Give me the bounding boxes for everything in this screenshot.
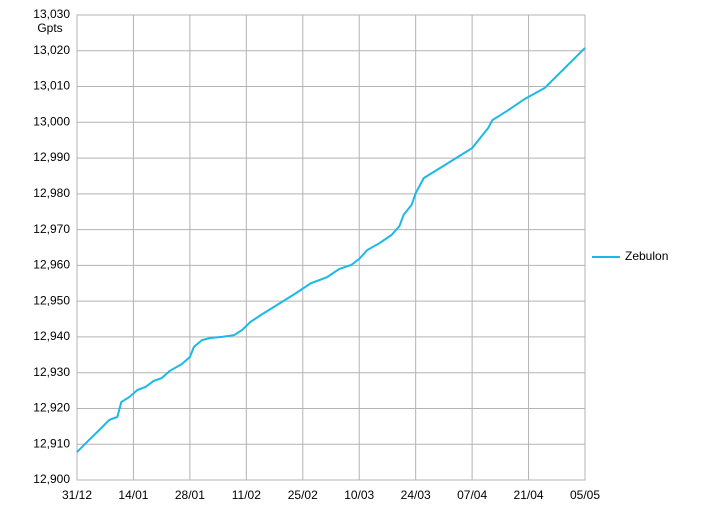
x-tick-label: 24/03 bbox=[401, 488, 431, 502]
x-tick-label: 07/04 bbox=[457, 488, 487, 502]
y-tick-label: 12,990 bbox=[33, 150, 70, 164]
y-tick-label: 12,920 bbox=[33, 401, 70, 415]
legend-label: Zebulon bbox=[625, 249, 668, 263]
y-tick-label: 12,980 bbox=[33, 186, 70, 200]
y-tick-label: 13,020 bbox=[33, 43, 70, 57]
x-tick-label: 25/02 bbox=[288, 488, 318, 502]
x-tick-label: 05/05 bbox=[570, 488, 600, 502]
y-tick-label: 12,900 bbox=[33, 472, 70, 486]
y-tick-label: 12,940 bbox=[33, 329, 70, 343]
y-tick-label: 12,910 bbox=[33, 436, 70, 450]
y-tick-label: 13,010 bbox=[33, 79, 70, 93]
y-tick-label: 12,970 bbox=[33, 222, 70, 236]
x-tick-label: 11/02 bbox=[232, 488, 261, 502]
y-tick-label: 13,000 bbox=[33, 114, 70, 128]
data-line bbox=[76, 47, 586, 453]
y-tick-label: 12,960 bbox=[33, 258, 70, 272]
y-tick-label: 12,950 bbox=[33, 293, 70, 307]
x-tick-label: 21/04 bbox=[514, 488, 544, 502]
x-tick-label: 28/01 bbox=[175, 488, 205, 502]
y-axis-label: Gpts bbox=[37, 21, 62, 35]
plot-frame bbox=[76, 14, 586, 481]
x-tick-label: 10/03 bbox=[344, 488, 374, 502]
y-tick-label: 12,930 bbox=[33, 365, 70, 379]
y-tick-label: 13,030 bbox=[33, 7, 70, 21]
x-tick-label: 14/01 bbox=[118, 488, 148, 502]
x-tick-label: 31/12 bbox=[62, 488, 92, 502]
